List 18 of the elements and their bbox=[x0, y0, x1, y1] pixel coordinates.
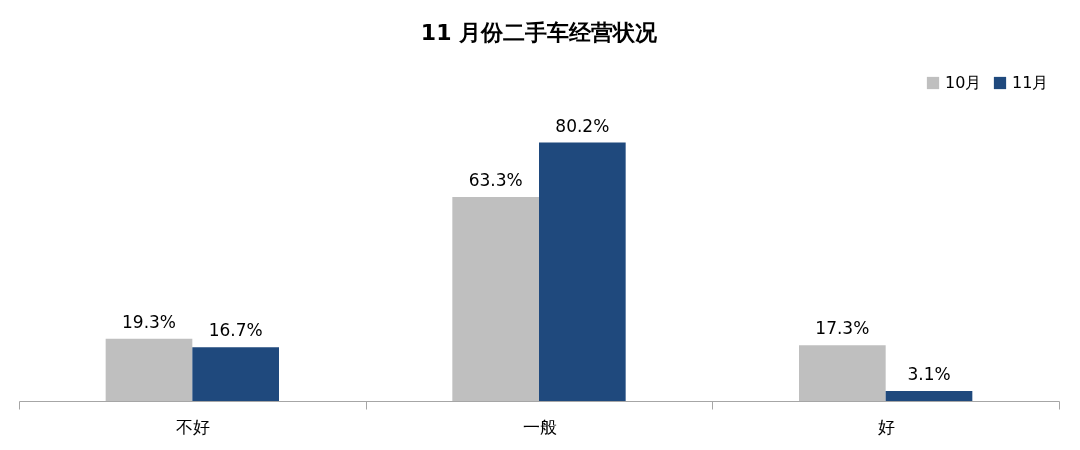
data-label: 3.1% bbox=[907, 364, 951, 385]
data-label: 16.7% bbox=[208, 320, 263, 341]
bar bbox=[452, 197, 539, 401]
legend-label: 11月 bbox=[1012, 73, 1049, 92]
data-label: 63.3% bbox=[468, 170, 523, 190]
bar bbox=[799, 345, 886, 401]
bar bbox=[885, 391, 973, 401]
bar bbox=[105, 338, 193, 401]
bar bbox=[539, 142, 626, 401]
data-label: 80.2% bbox=[555, 115, 610, 136]
data-label: 17.3% bbox=[815, 318, 870, 339]
chart-title: 11 月份二手车经营状况 bbox=[420, 20, 659, 45]
x-tick-label: 好 bbox=[877, 416, 895, 437]
legend-label: 10月 bbox=[945, 73, 982, 92]
x-tick-label: 一般 bbox=[522, 416, 557, 437]
x-tick-label: 不好 bbox=[175, 416, 210, 437]
bar bbox=[192, 347, 279, 401]
data-label: 19.3% bbox=[121, 311, 177, 332]
